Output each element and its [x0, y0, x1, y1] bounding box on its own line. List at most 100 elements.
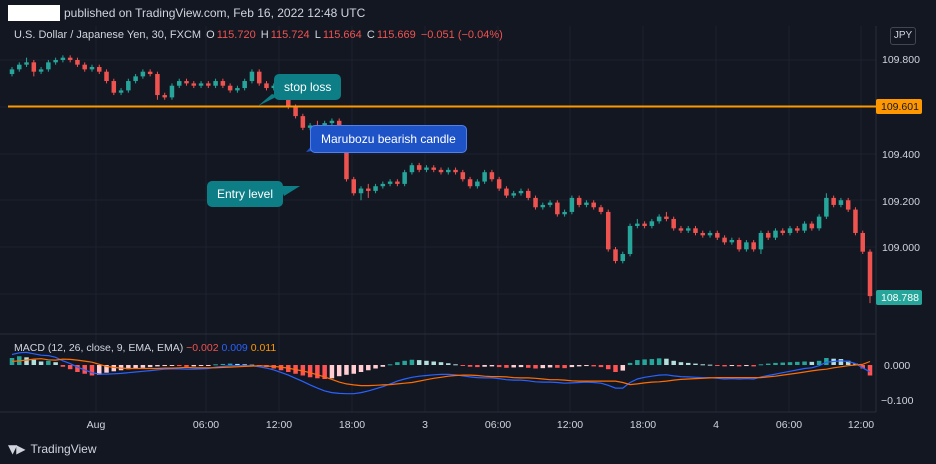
macd-histogram-bar: [744, 365, 749, 367]
candle-up: [446, 169, 451, 173]
candle-down: [227, 85, 233, 91]
candle-down: [555, 202, 560, 215]
publish-header: published on TradingView.com, Feb 16, 20…: [0, 0, 936, 26]
candle-up: [198, 83, 204, 86]
low-label: L: [314, 29, 321, 41]
candle-up: [89, 67, 95, 70]
candle-up: [562, 211, 567, 215]
time-tick-label: Aug: [87, 419, 106, 431]
macd-histogram-bar: [540, 365, 546, 369]
time-tick-label: 4: [713, 419, 719, 431]
macd-histogram-bar: [111, 365, 117, 372]
candle-down: [351, 179, 356, 194]
candle-up: [118, 90, 124, 93]
candle-down: [853, 209, 858, 233]
macd-histogram-bar: [380, 365, 386, 367]
candle-up: [824, 197, 829, 217]
macd-histogram-bar: [569, 365, 575, 368]
candle-up: [140, 71, 146, 77]
candle-down: [75, 60, 80, 65]
candle-up: [373, 186, 378, 191]
stop-loss-callout[interactable]: stop loss: [274, 74, 342, 100]
candle-down: [867, 251, 873, 297]
macd-histogram-bar: [169, 365, 175, 366]
candle-up: [518, 190, 524, 194]
tradingview-logo[interactable]: ▼▶ TradingView: [8, 442, 97, 456]
candle-up: [569, 197, 575, 212]
candle-down: [533, 197, 538, 208]
candle-down: [366, 188, 371, 191]
entry-level-callout[interactable]: Entry level: [207, 181, 284, 207]
macd-histogram-bar: [802, 361, 807, 365]
candle-up: [24, 62, 29, 65]
macd-histogram-bar: [24, 357, 29, 365]
macd-histogram-bar: [547, 365, 553, 368]
macd-histogram-bar: [693, 363, 698, 365]
macd-histogram-bar: [431, 361, 436, 365]
candlestick-series: [9, 55, 873, 304]
candle-down: [460, 172, 466, 180]
candle-up: [424, 167, 429, 170]
macd-histogram-bar: [533, 365, 538, 369]
candle-up: [249, 71, 255, 82]
candle-down: [104, 71, 109, 82]
svg-text:109.601: 109.601: [881, 101, 919, 113]
macd-histogram-bar: [824, 358, 829, 365]
candle-down: [467, 179, 473, 187]
chart-grid: [0, 26, 876, 412]
candle-up: [53, 60, 58, 63]
currency-button[interactable]: JPY: [890, 27, 916, 45]
candle-down: [678, 228, 684, 231]
svg-text:108.788: 108.788: [881, 292, 919, 304]
macd-histogram-bar: [198, 365, 204, 367]
macd-histogram-bar: [598, 365, 604, 368]
macd-histogram-bar: [162, 365, 167, 367]
candle-down: [809, 223, 815, 229]
macd-histogram-bar: [184, 365, 189, 367]
macd-histogram-bar: [685, 362, 691, 365]
macd-histogram-bar: [31, 359, 37, 365]
candle-down: [722, 237, 727, 243]
marubozu-callout[interactable]: Marubozu bearish candle: [310, 125, 467, 153]
symbol-name: U.S. Dollar / Japanese Yen, 30, FXCM: [14, 29, 202, 41]
macd-histogram-bar: [227, 363, 233, 365]
low-value: 115.664: [322, 29, 362, 41]
price-tick-label: 109.800: [882, 54, 920, 66]
candle-up: [758, 232, 764, 250]
macd-histogram-bar: [60, 365, 66, 367]
macd-tick-label: 0.000: [884, 360, 910, 372]
macd-histogram-bar: [344, 365, 349, 375]
macd-histogram-bar: [191, 365, 197, 367]
macd-histogram-bar: [751, 365, 756, 367]
candle-down: [220, 81, 226, 86]
macd-histogram-bar: [511, 365, 516, 368]
macd-histogram-bar: [591, 365, 596, 367]
candle-up: [627, 225, 633, 255]
macd-tick-label: −0.100: [881, 395, 914, 407]
candle-up: [511, 193, 516, 196]
macd-histogram-bar: [322, 365, 327, 379]
candle-up: [46, 62, 51, 70]
price-axis-labels: 109.800 109.400 109.200 109.000: [882, 54, 920, 254]
candle-down: [664, 216, 669, 219]
stop-loss-callout-pointer: [258, 94, 278, 106]
macd-histogram-bar: [562, 365, 567, 369]
candle-up: [235, 88, 240, 91]
candle-up: [787, 228, 793, 233]
redacted-username: [8, 5, 60, 21]
candle-down: [526, 190, 531, 198]
price-tick-label: 109.200: [882, 196, 920, 208]
macd-histogram-bar: [816, 360, 822, 365]
candle-down: [31, 62, 37, 72]
candle-up: [656, 216, 662, 222]
macd-histogram-bar: [351, 365, 356, 374]
candle-up: [744, 242, 749, 250]
macd-line-value: 0.009: [221, 342, 248, 354]
macd-histogram-bar: [555, 365, 560, 368]
candle-up: [387, 181, 393, 184]
macd-histogram-bar: [358, 365, 364, 372]
macd-histogram-bar: [773, 362, 778, 365]
macd-histogram-bar: [613, 365, 618, 372]
macd-histogram-bar: [46, 360, 51, 365]
